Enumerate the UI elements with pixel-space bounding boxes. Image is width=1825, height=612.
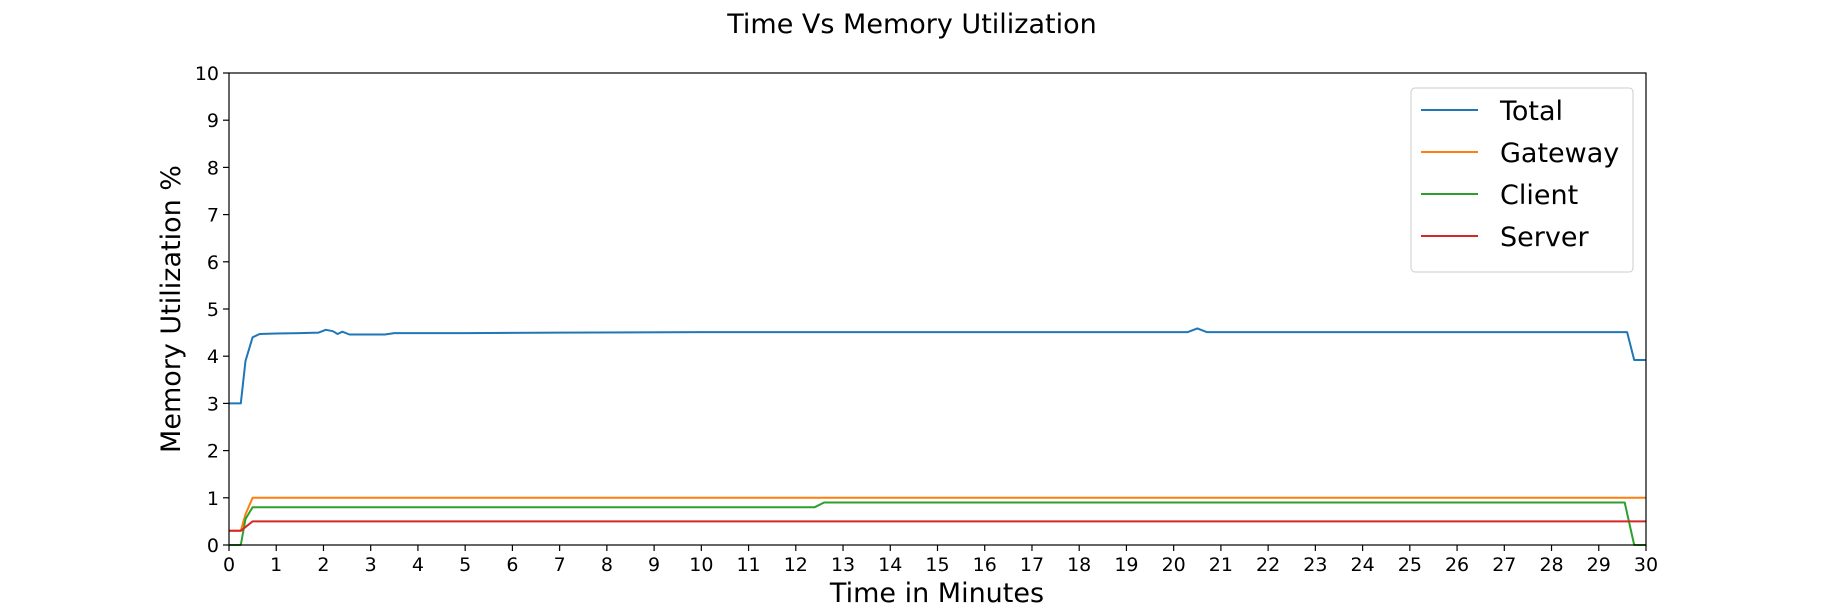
x-tick-label: 0	[223, 554, 235, 576]
x-tick-label: 23	[1303, 554, 1327, 576]
y-tick-label: 8	[207, 157, 219, 179]
x-tick-label: 28	[1539, 554, 1563, 576]
legend-label-gateway: Gateway	[1500, 138, 1619, 169]
x-tick-label: 1	[270, 554, 282, 576]
y-tick-label: 2	[207, 441, 219, 463]
x-tick-label: 10	[689, 554, 713, 576]
y-tick-label: 7	[207, 205, 219, 227]
x-tick-label: 3	[365, 554, 377, 576]
x-tick-label: 22	[1256, 554, 1280, 576]
y-tick-label: 1	[207, 488, 219, 510]
x-tick-label: 12	[784, 554, 808, 576]
x-tick-label: 24	[1351, 554, 1375, 576]
y-tick-label: 3	[207, 393, 219, 415]
y-tick-label: 0	[207, 535, 219, 557]
x-tick-label: 26	[1445, 554, 1469, 576]
series-line-total	[229, 327, 1646, 405]
x-tick-label: 6	[506, 554, 518, 576]
y-axis-label: Memory Utilization %	[156, 165, 187, 453]
x-tick-label: 2	[317, 554, 329, 576]
x-axis-label: Time in Minutes	[829, 578, 1044, 609]
legend-label-server: Server	[1500, 222, 1589, 253]
x-tick-label: 29	[1587, 554, 1611, 576]
y-tick-label: 9	[207, 110, 219, 132]
x-tick-label: 16	[973, 554, 997, 576]
x-tick-label: 14	[878, 554, 902, 576]
x-tick-label: 18	[1067, 554, 1091, 576]
legend: Total Gateway Client Server	[1410, 87, 1634, 273]
series-line-client	[229, 501, 1646, 546]
x-tick-label: 21	[1209, 554, 1233, 576]
y-axis: 0 1 2 3 4 5 6 7 8 9 10	[195, 63, 229, 557]
x-tick-label: 17	[1020, 554, 1044, 576]
x-tick-label: 5	[459, 554, 471, 576]
legend-box	[1410, 87, 1634, 273]
x-tick-label: 30	[1634, 554, 1658, 576]
x-axis: 0 1 2 3 4 5 6 7 8 9 10 11 12 13 14 15 16 17 18 19 20 21 22 23 24…	[223, 545, 1658, 576]
x-tick-label: 20	[1162, 554, 1186, 576]
chart-title: Time Vs Memory Utilization	[726, 9, 1096, 40]
y-tick-label: 5	[207, 299, 219, 321]
y-tick-label: 10	[195, 63, 219, 85]
x-tick-label: 25	[1398, 554, 1422, 576]
x-tick-label: 7	[554, 554, 566, 576]
x-tick-label: 9	[648, 554, 660, 576]
y-tick-label: 6	[207, 252, 219, 274]
x-tick-label: 4	[412, 554, 424, 576]
x-tick-label: 11	[736, 554, 760, 576]
x-tick-label: 19	[1114, 554, 1138, 576]
series-line-server	[229, 520, 1646, 532]
x-tick-label: 27	[1492, 554, 1516, 576]
x-tick-label: 15	[925, 554, 949, 576]
legend-label-client: Client	[1500, 180, 1578, 211]
legend-label-total: Total	[1499, 96, 1563, 127]
y-tick-label: 4	[207, 346, 219, 368]
x-tick-label: 8	[601, 554, 613, 576]
x-tick-label: 13	[831, 554, 855, 576]
